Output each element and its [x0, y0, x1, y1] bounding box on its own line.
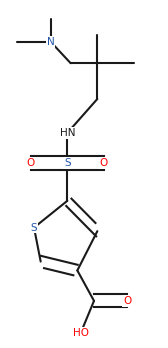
Text: S: S	[31, 223, 37, 232]
Text: O: O	[100, 158, 108, 168]
Text: N: N	[47, 37, 55, 47]
Text: HN: HN	[60, 128, 75, 138]
Text: S: S	[64, 158, 71, 168]
Text: O: O	[27, 158, 35, 168]
Text: O: O	[123, 296, 131, 306]
Text: HO: HO	[73, 328, 89, 338]
